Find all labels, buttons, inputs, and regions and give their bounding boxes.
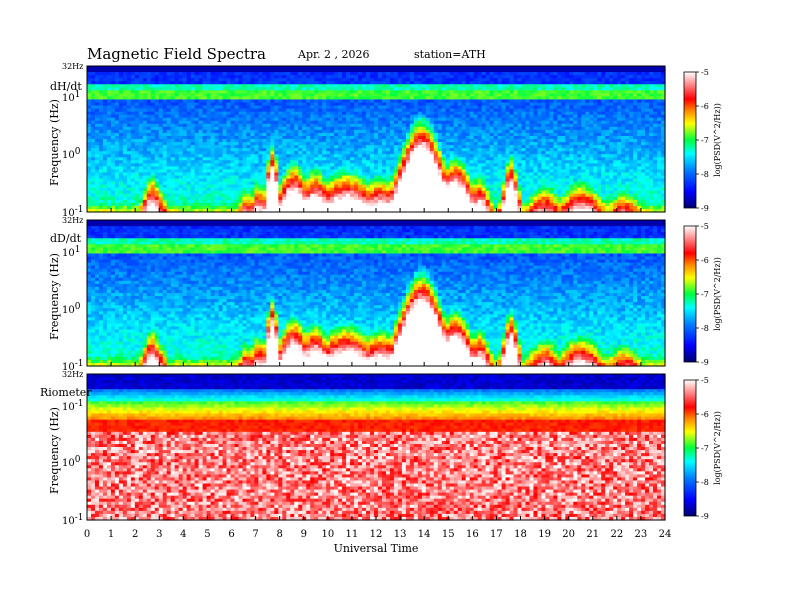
xtick-label: 19: [538, 529, 551, 540]
colorbars: -5 -6 -7 -8 -9 log(PSD(V^2/Hz)) -5 -6 -7 -8 -9 log(…: [683, 68, 722, 521]
colorbar-tick-label: -5: [701, 376, 709, 385]
ytick-label-dd-1: 101: [62, 245, 80, 259]
top-freq-label-riometer: 32Hz: [62, 370, 83, 379]
colorbar-2: -5 -6 -7 -8 -9 log(PSD(V^2/Hz)): [683, 376, 722, 521]
ytick-label-dd-0: 100: [62, 302, 81, 316]
xtick-label: 2: [132, 529, 138, 540]
ytick-label-riometer-top: 10-1: [62, 399, 84, 413]
xtick-label: 4: [180, 529, 186, 540]
colorbar-title: log(PSD(V^2/Hz)): [713, 257, 722, 331]
colorbar-tick-label: -7: [701, 136, 709, 145]
colorbar-tick-label: -8: [701, 324, 709, 333]
station-label: station=ATH: [414, 48, 486, 61]
xtick-label: 16: [466, 529, 479, 540]
ylabel-dd: Frequency (Hz): [48, 253, 61, 340]
xtick-label: 15: [442, 529, 455, 540]
xtick-label: 24: [659, 529, 672, 540]
colorbar-1: -5 -6 -7 -8 -9 log(PSD(V^2/Hz)): [683, 222, 722, 367]
xtick-label: 10: [321, 529, 334, 540]
xtick-label: 23: [635, 529, 648, 540]
panel-riometer: Riometer 32Hz Frequency (Hz) 10-1 100 10…: [40, 370, 666, 527]
xtick-label: 9: [301, 529, 307, 540]
xtick-label: 13: [394, 529, 407, 540]
spectrogram-riometer: [87, 374, 666, 521]
colorbar-tick-label: -8: [701, 478, 709, 487]
panel-dd: dD/dt 32Hz Frequency (Hz) 101 100 10-1: [48, 216, 666, 373]
top-freq-label-dd: 32Hz: [62, 216, 83, 225]
colorbar-tick-label: -7: [701, 290, 709, 299]
xtick-label: 0: [84, 529, 90, 540]
panel-label-riometer: Riometer: [40, 386, 92, 399]
xtick-label: 3: [156, 529, 162, 540]
colorbar-scale: [683, 379, 697, 517]
xtick-label: 7: [252, 529, 258, 540]
panel-dh: dH/dt 32Hz Frequency (Hz) 101 100 10-1: [48, 62, 666, 219]
xtick-label: 6: [228, 529, 234, 540]
xaxis-title: Universal Time: [334, 542, 419, 555]
colorbar-title: log(PSD(V^2/Hz)): [713, 411, 722, 485]
ylabel-riometer: Frequency (Hz): [48, 407, 61, 494]
xtick-label: 8: [276, 529, 282, 540]
ytick-label-dh-1: 101: [62, 90, 80, 104]
colorbar-0: -5 -6 -7 -8 -9 log(PSD(V^2/Hz)): [683, 68, 722, 213]
colorbar-tick-label: -6: [701, 410, 709, 419]
colorbar-tick-label: -7: [701, 444, 709, 453]
colorbar-title: log(PSD(V^2/Hz)): [713, 103, 722, 177]
top-freq-label-dh: 32Hz: [62, 62, 83, 71]
colorbar-tick-label: -6: [701, 256, 709, 265]
colorbar-tick-label: -9: [701, 204, 709, 213]
date-label: Apr. 2 , 2026: [297, 48, 370, 61]
xtick-label: 14: [418, 529, 431, 540]
xtick-label: 17: [490, 529, 503, 540]
ytick-label-dh-m1: 10-1: [62, 205, 84, 219]
colorbar-scale: [683, 71, 697, 209]
ytick-label-dh-0: 100: [62, 147, 81, 161]
xtick-label: 22: [610, 529, 623, 540]
x-axis: 0 1 2 3 4 5 6 7 8 9 10 11 12 13 14 15 16 17 18 19 20 21 22 23 24: [84, 208, 672, 540]
ytick-label-riometer-m1: 10-1: [62, 513, 84, 527]
figure-title: Magnetic Field Spectra: [87, 45, 266, 63]
panel-label-dd: dD/dt: [50, 232, 82, 245]
colorbar-tick-label: -9: [701, 512, 709, 521]
xtick-label: 5: [204, 529, 210, 540]
colorbar-tick-label: -8: [701, 170, 709, 179]
xtick-label: 11: [346, 529, 359, 540]
colorbar-tick-label: -9: [701, 358, 709, 367]
spectrogram-dd: [87, 220, 666, 367]
spectrogram-dh: [87, 66, 666, 213]
colorbar-tick-label: -5: [701, 68, 709, 77]
ytick-label-riometer-0: 100: [62, 455, 81, 469]
ytick-label-dd-m1: 10-1: [62, 359, 84, 373]
xtick-label: 1: [108, 529, 114, 540]
xtick-label: 12: [370, 529, 383, 540]
xtick-label: 20: [562, 529, 575, 540]
ylabel-dh: Frequency (Hz): [48, 99, 61, 186]
xtick-label: 21: [586, 529, 599, 540]
colorbar-scale: [683, 225, 697, 363]
xtick-label: 18: [514, 529, 527, 540]
panel-label-dh: dH/dt: [50, 80, 82, 93]
colorbar-tick-label: -5: [701, 222, 709, 231]
colorbar-tick-label: -6: [701, 102, 709, 111]
